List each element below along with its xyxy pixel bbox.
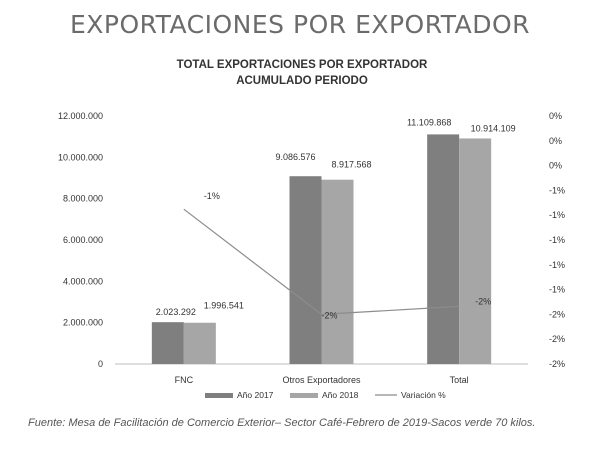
chart-subtitle: ACUMULADO PERIODO [236,75,368,87]
y2-tick-label: -2% [549,334,565,344]
data-label: 10.914.109 [471,123,516,133]
bar-group [151,134,492,364]
x-tick-label: FNC [175,375,194,385]
data-label: 1.996.541 [204,301,244,311]
bar [427,134,460,364]
y2-tick-label: -2% [549,309,565,319]
variation-line [183,208,460,316]
y2-tick-label: -1% [549,260,565,270]
legend-swatch [205,393,233,398]
page-title: EXPORTACIONES POR EXPORTADOR [69,10,531,39]
line-group [183,208,460,316]
y-tick-label: 10.000.000 [58,152,103,162]
bar [183,322,216,364]
y-tick-label: 12.000.000 [58,111,103,121]
y-tick-label: 8.000.000 [63,194,103,204]
bar [151,322,184,364]
legend-swatch [290,393,318,398]
y2-tick-label: 0% [549,111,562,121]
legend-label: Variación % [401,390,446,400]
y-tick-label: 4.000.000 [63,276,103,286]
line-data-label: -1% [204,191,220,201]
bar [321,179,354,364]
y2-tick-label: -1% [549,285,565,295]
x-tick-label: Otros Exportadores [282,375,361,385]
chart-title: TOTAL EXPORTACIONES POR EXPORTADOR [177,59,428,71]
y2-tick-label: -2% [549,359,565,369]
y-tick-label: 2.000.000 [63,318,103,328]
line-data-label: -2% [475,296,491,306]
bar [289,176,322,364]
data-label: 11.109.868 [407,117,451,127]
legend-label: Año 2017 [237,390,274,400]
y2-tick-label: 0% [549,136,562,146]
bar-chart: TOTAL EXPORTACIONES POR EXPORTADOR ACUMU… [58,59,565,400]
y-tick-label: 0 [98,359,103,369]
y2-tick-label: -1% [549,235,565,245]
label-group: FNC Otros Exportadores Total 2.023.292 1.996… [156,117,516,385]
legend-label: Año 2018 [322,390,359,400]
y2-tick-label: -1% [549,210,565,220]
data-label: 9.086.576 [275,152,315,162]
y2-tick-label: 0% [549,161,562,171]
y-tick-label: 6.000.000 [63,235,103,245]
legend: Año 2017 Año 2018 Variación % [205,390,446,400]
source-note: Fuente: Mesa de Facilitación de Comercio… [28,417,536,429]
line-data-label: -2% [321,310,337,320]
x-tick-label: Total [450,375,469,385]
y2-tick-label: -1% [549,185,565,195]
data-label: 8.917.568 [331,160,371,170]
bar [459,138,492,364]
data-label: 2.023.292 [156,307,196,317]
